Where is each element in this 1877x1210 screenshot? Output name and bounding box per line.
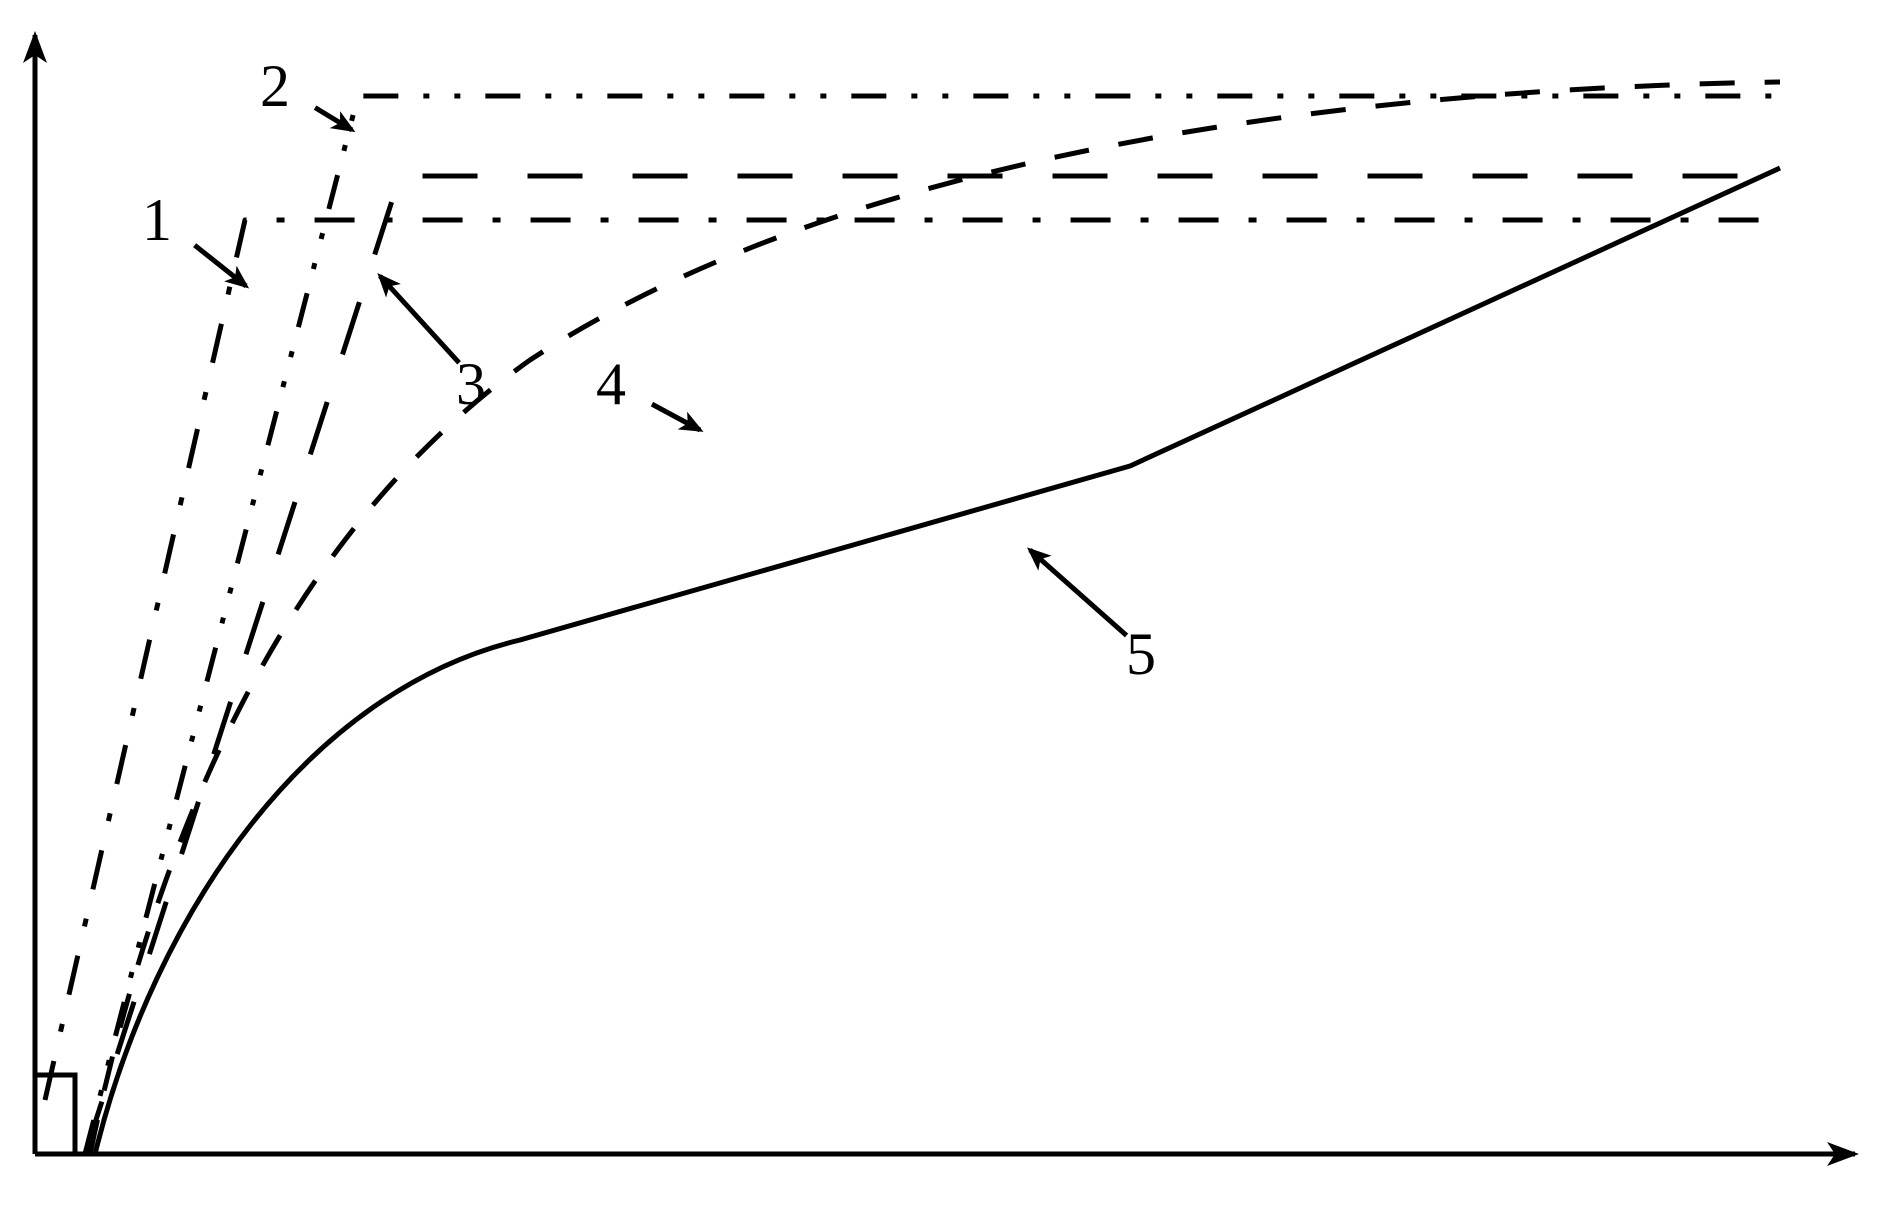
curve-label-5: 5: [1126, 620, 1156, 689]
curve-4: [90, 82, 1780, 1154]
curve-5: [95, 168, 1780, 1154]
label-arrow-3: [380, 276, 459, 363]
curves: [45, 82, 1780, 1154]
curve-label-3: 3: [456, 350, 486, 419]
curve-1: [45, 220, 1780, 1100]
label-arrow-5: [1030, 550, 1127, 635]
diagram-canvas: [0, 0, 1877, 1210]
curve-label-1: 1: [142, 186, 172, 255]
label-arrow-4: [652, 404, 700, 430]
origin-marker: [35, 1075, 75, 1154]
label-arrow-2: [315, 108, 352, 130]
curve-3: [85, 176, 1780, 1154]
curve-label-2: 2: [260, 52, 290, 121]
curve-2: [85, 96, 1780, 1154]
curve-label-4: 4: [596, 350, 626, 419]
